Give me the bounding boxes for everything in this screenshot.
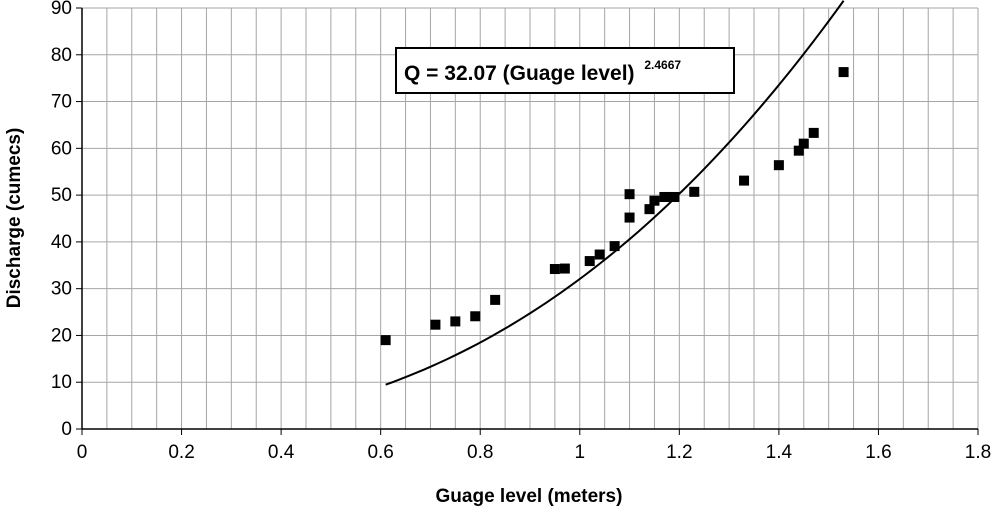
data-points (380, 67, 849, 346)
equation-box-frame (395, 47, 735, 94)
data-point-marker (380, 335, 391, 346)
data-point-marker (470, 311, 481, 322)
data-point-marker (773, 160, 784, 171)
data-point-marker (624, 212, 635, 223)
x-tick-label: 1 (574, 442, 585, 463)
y-tick-label: 80 (51, 45, 72, 66)
x-axis-title: Guage level (meters) (436, 486, 623, 507)
data-point-marker (624, 189, 635, 200)
equation-label: Q = 32.07 (Guage level) 2.4667 (404, 58, 681, 85)
data-point-marker (669, 191, 680, 202)
data-point-marker (649, 195, 660, 206)
y-tick-label: 0 (61, 419, 72, 440)
x-tick-label: 1.6 (865, 442, 891, 463)
y-tick-label: 60 (51, 138, 72, 159)
y-tick-label: 10 (51, 372, 72, 393)
power-trendline (385, 0, 845, 386)
x-tick-label: 1.8 (965, 442, 991, 463)
data-point-marker (793, 145, 804, 156)
grid (82, 7, 979, 429)
data-point-marker (430, 319, 441, 330)
y-tick-label: 30 (51, 279, 72, 300)
x-tick-label: 0.4 (268, 442, 295, 463)
data-point-marker (808, 127, 819, 138)
data-point-marker (739, 175, 750, 186)
x-tick-label: 1.2 (666, 442, 692, 463)
data-point-marker (450, 316, 461, 327)
x-tick-label: 0.8 (467, 442, 493, 463)
trendline-group (385, 0, 845, 386)
data-point-marker (609, 241, 620, 252)
axes (76, 7, 979, 435)
y-tick-label: 20 (51, 325, 72, 346)
data-point-marker (549, 264, 560, 275)
y-tick-label: 70 (51, 92, 72, 113)
data-point-marker (798, 138, 809, 149)
tick-labels: 0 0.2 0.4 0.6 0.8 1 1.2 1.4 1.6 1.8 0 10 20 30 40 50 60 7… (51, 0, 991, 463)
y-tick-label: 90 (51, 0, 72, 19)
y-tick-label: 50 (51, 185, 72, 206)
y-tick-label: 40 (51, 232, 72, 253)
equation-exponent: 2.4667 (644, 58, 681, 72)
x-tick-label: 0.6 (367, 442, 393, 463)
data-point-marker (584, 256, 595, 267)
data-point-marker (689, 186, 700, 197)
data-point-marker (490, 294, 501, 305)
equation-box: Q = 32.07 (Guage level) 2.4667 (395, 47, 735, 94)
x-tick-label: 1.4 (766, 442, 793, 463)
x-tick-label: 0.2 (168, 442, 194, 463)
x-tick-label: 0 (77, 442, 88, 463)
data-point-marker (594, 249, 605, 260)
data-point-marker (838, 67, 849, 78)
data-point-marker (644, 204, 655, 215)
data-point-marker (559, 263, 570, 274)
y-axis-title: Discharge (cumecs) (4, 128, 25, 309)
equation-main: Q = 32.07 (Guage level) (404, 62, 635, 85)
